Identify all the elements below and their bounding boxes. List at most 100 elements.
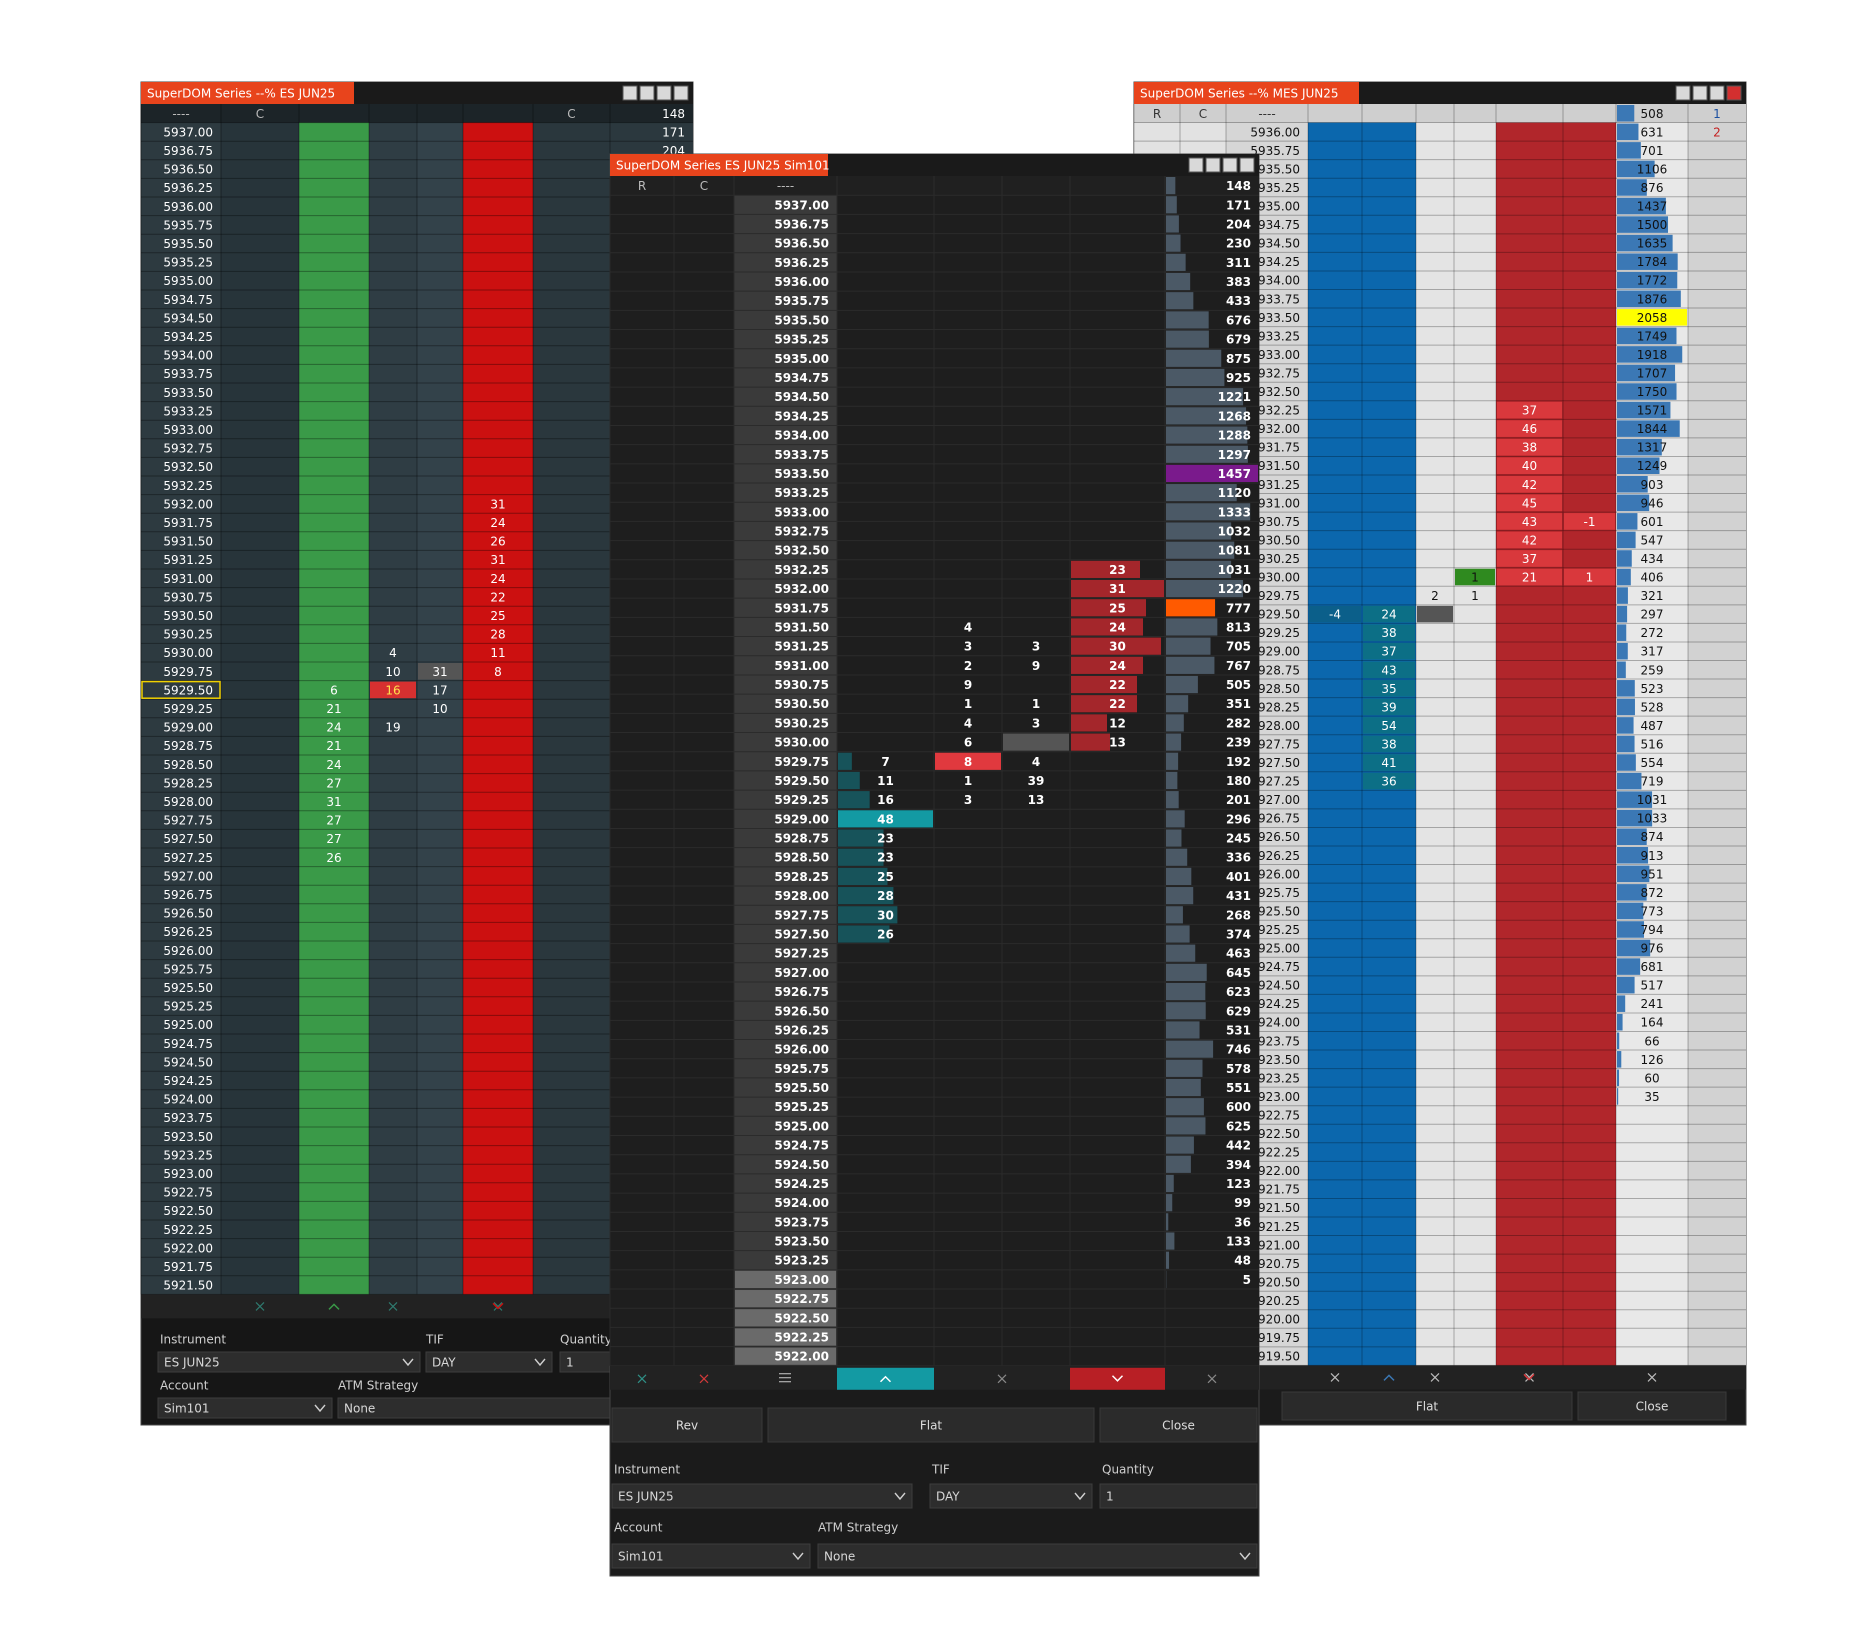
- price: 5933.00: [774, 505, 829, 519]
- cell-value: 35: [1381, 682, 1396, 696]
- window-button[interactable]: [1709, 85, 1725, 101]
- flat-button[interactable]: [767, 1407, 1095, 1443]
- cell-value: 1032: [1218, 525, 1251, 539]
- window-button[interactable]: [1692, 85, 1708, 101]
- price: 5926.00: [774, 1043, 829, 1057]
- window-button[interactable]: [1239, 157, 1255, 173]
- cell-value: 913: [1641, 849, 1664, 863]
- cell-value: 148: [1226, 179, 1251, 193]
- window-button[interactable]: [656, 85, 672, 101]
- cell-value: 239: [1226, 736, 1251, 750]
- quantity-label: Quantity: [560, 1333, 612, 1347]
- cell-value: 245: [1226, 832, 1251, 846]
- price: 5934.50: [163, 311, 213, 325]
- account-label: Account: [614, 1521, 663, 1535]
- cell-value: 4: [1032, 755, 1040, 769]
- price: 5933.75: [774, 448, 829, 462]
- dropdown-arrow[interactable]: [792, 1552, 804, 1561]
- sell-market-button[interactable]: [1070, 1367, 1165, 1390]
- icon-close[interactable]: [699, 1374, 709, 1384]
- tif-label: TIF: [425, 1333, 444, 1347]
- flat-button[interactable]: [1281, 1391, 1573, 1421]
- tif-box[interactable]: [929, 1483, 1093, 1509]
- dropdown-arrow[interactable]: [1239, 1552, 1251, 1561]
- dropdown-arrow[interactable]: [314, 1404, 326, 1413]
- window-button[interactable]: [622, 85, 638, 101]
- dropdown-arrow[interactable]: [1074, 1492, 1086, 1501]
- price: 5923.50: [163, 1130, 213, 1144]
- icon-close[interactable]: [1430, 1372, 1440, 1382]
- window-button[interactable]: [1222, 157, 1238, 173]
- price: 5935.75: [163, 218, 213, 232]
- icon-down[interactable]: [492, 1302, 504, 1310]
- cell-value: 3: [964, 793, 972, 807]
- dropdown-arrow[interactable]: [402, 1358, 414, 1367]
- tif-box[interactable]: [425, 1351, 553, 1373]
- price: 5932.50: [163, 460, 213, 474]
- price: 5928.50: [163, 758, 213, 772]
- cell-value: 1772: [1637, 274, 1668, 288]
- rev-button[interactable]: [611, 1407, 763, 1443]
- account-box[interactable]: [611, 1543, 811, 1569]
- window-button[interactable]: [639, 85, 655, 101]
- bar: [1617, 234, 1673, 252]
- icon-close[interactable]: [1647, 1372, 1657, 1382]
- price: 5936.00: [163, 200, 213, 214]
- window-button[interactable]: [673, 85, 689, 101]
- icon-menu[interactable]: [779, 1373, 791, 1383]
- cell-value: 13: [1028, 793, 1045, 807]
- cell-value: 27: [326, 832, 341, 846]
- cell-value: 204: [1226, 217, 1251, 231]
- window-button[interactable]: [1188, 157, 1204, 173]
- bar: [1617, 772, 1642, 790]
- cell-value: 19: [385, 721, 400, 735]
- price: 5933.25: [1250, 329, 1300, 343]
- close-button[interactable]: [1577, 1391, 1727, 1421]
- instrument-box[interactable]: [157, 1351, 421, 1373]
- icon-close[interactable]: [1330, 1372, 1340, 1382]
- icon-close[interactable]: [388, 1301, 398, 1311]
- cell-value: 1: [964, 697, 972, 711]
- window-button[interactable]: [1726, 85, 1742, 101]
- cell-highlight: [1497, 401, 1562, 419]
- cell-highlight: [141, 680, 221, 699]
- instrument-box[interactable]: [611, 1483, 913, 1509]
- window-button[interactable]: [1675, 85, 1691, 101]
- icon-down[interactable]: [1111, 1375, 1124, 1382]
- bar: [1617, 216, 1669, 233]
- atm-box[interactable]: [817, 1543, 1258, 1569]
- cell-value: 1500: [1637, 218, 1668, 232]
- icon-close[interactable]: [493, 1301, 503, 1311]
- cell-value: 487: [1641, 719, 1664, 733]
- cell-value: 192: [1226, 755, 1251, 769]
- cell-value: 1918: [1637, 348, 1668, 362]
- icon-close[interactable]: [255, 1301, 265, 1311]
- dropdown-arrow[interactable]: [894, 1492, 906, 1501]
- price: 5935.50: [774, 313, 829, 327]
- price: 5923.75: [774, 1215, 829, 1229]
- buy-market-button[interactable]: [837, 1367, 934, 1390]
- icon-down[interactable]: [1523, 1373, 1535, 1381]
- price: 5928.50: [1250, 682, 1300, 696]
- icon-up[interactable]: [1383, 1374, 1395, 1381]
- account-box[interactable]: [157, 1397, 333, 1419]
- icon-close[interactable]: [637, 1374, 647, 1384]
- quantity-box[interactable]: [1099, 1483, 1258, 1509]
- icon-close[interactable]: [1525, 1372, 1534, 1382]
- rev-label: Rev: [676, 1419, 698, 1433]
- dropdown-arrow[interactable]: [534, 1358, 546, 1367]
- cell-highlight: [735, 1309, 836, 1327]
- icon-up[interactable]: [879, 1375, 892, 1383]
- close-button[interactable]: [1099, 1407, 1258, 1443]
- bar: [1166, 599, 1216, 617]
- icon-close[interactable]: [1207, 1374, 1217, 1384]
- price: 5920.00: [1250, 1313, 1300, 1327]
- cell-value: 22: [1109, 697, 1126, 711]
- cell-value: 2: [964, 659, 972, 673]
- window-button[interactable]: [1205, 157, 1221, 173]
- icon-up[interactable]: [328, 1303, 340, 1310]
- price: 5931.00: [163, 572, 213, 586]
- icon-close[interactable]: [997, 1374, 1007, 1384]
- cell-value: 9: [1032, 659, 1040, 673]
- account: Sim101: [164, 1402, 210, 1416]
